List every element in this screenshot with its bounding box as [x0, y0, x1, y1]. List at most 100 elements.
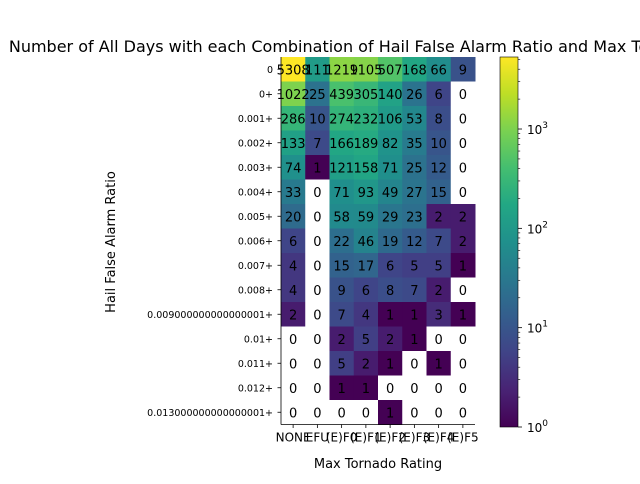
cell-value-label: 1 [362, 382, 370, 397]
cell-value-label: 22 [333, 235, 350, 250]
cell-value-label: 29 [382, 210, 399, 225]
cell-value-label: 0 [386, 382, 394, 397]
heatmap-cell [402, 326, 427, 352]
cell-value-label: 0 [289, 406, 297, 421]
heatmap-cell [305, 253, 330, 278]
cell-value-label: 6 [362, 284, 370, 299]
x-tick-label: (E)F4 [423, 431, 454, 445]
heatmap-cell [329, 228, 355, 254]
heatmap-cell [402, 106, 427, 131]
cell-value-label: 507 [378, 63, 403, 78]
heatmap-cell [378, 106, 403, 131]
heatmap-cell [426, 204, 452, 229]
y-tick-label: 0.004+ [238, 187, 273, 198]
heatmap-cell [450, 302, 476, 327]
cell-value-label: 5 [337, 357, 345, 372]
heatmap-cell [329, 351, 355, 376]
heatmap-cell [426, 351, 452, 376]
cell-value-label: 7 [434, 235, 442, 250]
heatmap-cell [329, 179, 355, 205]
heatmap-cell [353, 179, 379, 205]
cell-value-label: 439 [329, 88, 354, 103]
cell-value-label: 4 [289, 259, 297, 274]
heatmap-cells [281, 57, 476, 425]
cell-value-label: 1 [459, 308, 467, 323]
colorbar: 100 101 102 103 [499, 56, 548, 435]
cell-value-label: 0 [459, 186, 467, 201]
cell-value-label: 0 [459, 406, 467, 421]
cell-value-label: 71 [382, 161, 399, 176]
y-axis: 0 0+ 0.001+ 0.002+ 0.003+ 0.004+ 0.005+ 0.006+ 0… [147, 57, 282, 425]
colorbar-tick-label: 102 [527, 220, 548, 236]
heatmap-cell [378, 351, 403, 376]
heatmap-cell [353, 302, 379, 327]
cell-value-label: 0 [459, 357, 467, 372]
cell-value-label: 1 [337, 382, 345, 397]
cell-value-label: 17 [358, 259, 375, 274]
heatmap-cell [426, 277, 452, 303]
cell-value-label: 46 [358, 235, 375, 250]
cell-value-label: 0 [410, 406, 418, 421]
heatmap-cell [281, 106, 306, 131]
heatmap-cell [402, 57, 427, 82]
cell-value-label: 0 [434, 382, 442, 397]
heatmap-cell [378, 253, 403, 278]
cell-value-label: 12 [430, 161, 447, 176]
cell-value-label: 1 [434, 357, 442, 372]
cell-value-label: 0 [410, 382, 418, 397]
heatmap-cell [329, 302, 355, 327]
cell-value-label: 23 [406, 210, 423, 225]
heatmap-cell [305, 179, 330, 205]
x-tick-label: (E)F2 [374, 431, 405, 445]
heatmap-cell [329, 130, 355, 156]
heatmap-cell [426, 130, 452, 156]
cell-value-label: 59 [358, 210, 375, 225]
heatmap-cell [281, 81, 306, 107]
cell-value-label: 2 [362, 357, 370, 372]
heatmap-cell [353, 277, 379, 303]
cell-value-label: 7 [410, 284, 418, 299]
heatmap-cell [378, 204, 403, 229]
cell-value-label: 1 [313, 161, 321, 176]
heatmap-cell [426, 326, 452, 352]
heatmap-cell [402, 204, 427, 229]
heatmap-cell [402, 179, 427, 205]
heatmap-cell [329, 253, 355, 278]
cell-value-label: 4 [362, 308, 370, 323]
cell-value-label: 168 [402, 63, 427, 78]
heatmap-cell [402, 155, 427, 180]
cell-value-label: 71 [333, 186, 350, 201]
cell-value-label: 2 [434, 210, 442, 225]
chart-title: Number of All Days with each Combination… [9, 37, 640, 56]
cell-value-label: 1105 [349, 63, 382, 78]
x-tick-label: (E)F1 [350, 431, 381, 445]
cell-value-label: 58 [333, 210, 350, 225]
cell-value-label: 232 [353, 112, 378, 127]
heatmap-cell [353, 400, 379, 425]
cell-value-label: 0 [459, 161, 467, 176]
cell-value-label: 10 [309, 112, 326, 127]
heatmap-cell [329, 375, 355, 401]
cell-value-label: 15 [333, 259, 350, 274]
cell-value-label: 0 [313, 235, 321, 250]
heatmap-cell [378, 400, 403, 425]
heatmap-cell [305, 155, 330, 180]
heatmap-cell [281, 155, 306, 180]
cell-value-label: 5308 [277, 63, 310, 78]
cell-value-label: 2 [459, 235, 467, 250]
cell-value-label: 0 [434, 406, 442, 421]
cell-value-label: 53 [406, 112, 423, 127]
heatmap-cell [353, 81, 379, 107]
colorbar-tick-label: 100 [527, 419, 548, 435]
heatmap-cell [426, 155, 452, 180]
heatmap-cell [281, 326, 306, 352]
heatmap-cell [402, 375, 427, 401]
heatmap-cell [305, 57, 330, 82]
heatmap-cell [402, 277, 427, 303]
heatmap-cell [402, 130, 427, 156]
heatmap-cell [450, 130, 476, 156]
heatmap-cell [329, 155, 355, 180]
heatmap-cell [450, 351, 476, 376]
